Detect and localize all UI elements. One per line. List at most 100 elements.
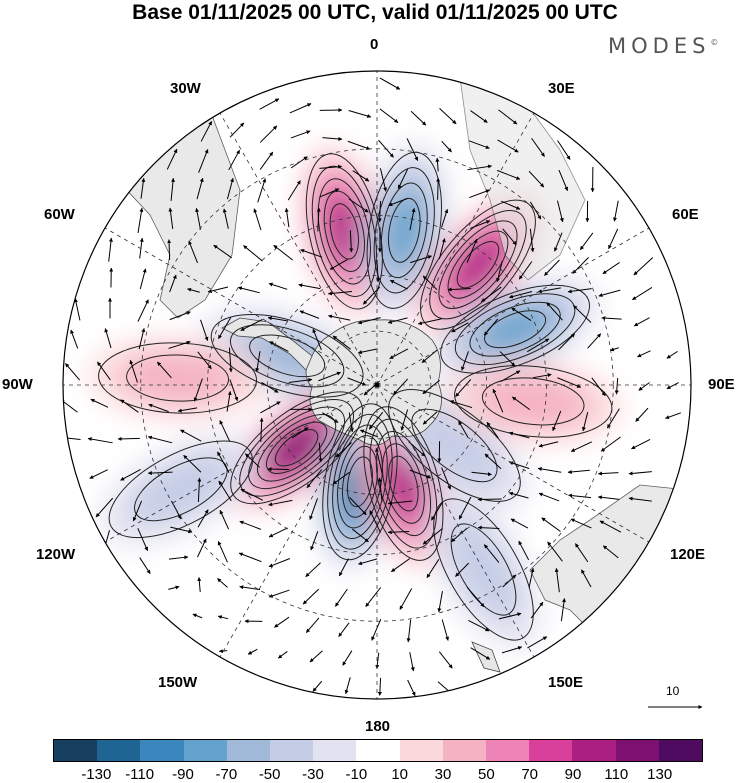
wind-vector: [63, 436, 81, 440]
wind-vector: [309, 498, 318, 520]
wind-vector: [207, 286, 229, 293]
wind-vector: [261, 382, 279, 393]
wind-vector: [511, 396, 531, 411]
lon-label-150w: 150W: [158, 674, 198, 691]
wind-vector: [635, 407, 649, 422]
wind-vector: [197, 477, 202, 503]
wind-vector: [498, 612, 522, 620]
contour-pacific-negative: [134, 457, 228, 522]
wind-vector: [388, 198, 408, 207]
wind-vector: [508, 431, 530, 439]
wind-vector: [441, 208, 449, 228]
wind-vector: [120, 468, 141, 481]
contour-indian-ocean-negative: [484, 310, 547, 349]
wind-vector: [148, 403, 169, 413]
wind-vector: [633, 317, 650, 327]
wind-vector: [169, 311, 191, 321]
wind-vector: [449, 400, 473, 409]
wind-vector: [240, 319, 263, 332]
wind-vector: [609, 347, 619, 352]
wind-vector: [287, 180, 301, 201]
colorbar-tick-label: 90: [564, 766, 582, 783]
wind-vector: [139, 268, 147, 290]
wind-vector: [312, 328, 322, 351]
wind-vector: [357, 348, 378, 355]
wind-vector: [552, 410, 562, 432]
contour-south-pacific-positive: [98, 342, 257, 414]
wind-vector: [502, 228, 517, 246]
wind-vector: [567, 469, 590, 474]
wind-vector: [291, 427, 309, 439]
wind-vector: [217, 541, 228, 563]
wind-vector: [447, 287, 471, 292]
wind-vector: [274, 616, 290, 628]
contour-south-pacific-positive: [126, 354, 230, 402]
latitude-circle: [140, 148, 614, 622]
wind-vector: [213, 244, 233, 259]
wind-vector: [200, 120, 213, 142]
wind-vectors: [63, 77, 681, 697]
contour-ross-sea-negative: [341, 445, 378, 518]
contour-southern-ocean-positive: [481, 377, 585, 426]
wind-vector: [377, 677, 382, 696]
wind-vector: [541, 517, 561, 532]
wind-vector: [422, 527, 443, 545]
wind-vector: [468, 140, 490, 149]
wind-vector: [632, 286, 653, 301]
wind-vector: [557, 140, 571, 160]
wind-vector: [222, 208, 229, 229]
wind-vector: [451, 322, 469, 333]
wind-vector: [169, 274, 177, 293]
wind-vector: [365, 587, 382, 608]
wind-vector: [532, 373, 552, 379]
wind-vector: [483, 544, 500, 563]
wind-vector: [319, 188, 340, 198]
wind-vector: [268, 282, 288, 290]
wind-vector: [188, 240, 199, 264]
colorbar-tick-label: 50: [477, 766, 495, 783]
wind-vector: [200, 319, 209, 342]
wind-vector: [244, 453, 260, 468]
wind-vector: [441, 467, 451, 490]
wind-vector: [90, 398, 109, 408]
wind-vector: [546, 302, 563, 321]
wind-vector: [469, 220, 491, 229]
wind-vector: [289, 103, 312, 114]
wind-vector: [267, 316, 289, 322]
wind-vector: [573, 305, 592, 323]
wind-vector: [277, 651, 288, 659]
wind-vector: [458, 496, 472, 520]
wind-vector: [166, 148, 178, 170]
wind-vector: [193, 378, 203, 402]
wind-vector: [239, 585, 261, 591]
wind-vector: [455, 562, 470, 577]
colorbar-swatch: [54, 740, 98, 761]
wind-vector: [601, 316, 622, 321]
wind-vector: [377, 200, 382, 223]
wind-vector: [197, 538, 207, 558]
wind-vector: [309, 650, 323, 663]
wind-vector: [226, 177, 234, 200]
wind-vector: [137, 299, 149, 322]
wind-vector: [511, 307, 532, 321]
wind-vector: [510, 518, 529, 529]
colorbar-swatch: [140, 740, 184, 761]
wind-vector: [547, 541, 563, 562]
wind-vector: [497, 139, 519, 153]
wind-vector: [422, 411, 438, 425]
contour-east-antarctic-negative: [411, 408, 498, 483]
wind-vector: [288, 377, 313, 383]
anomaly-contours: [98, 151, 613, 641]
wind-vector: [599, 520, 622, 533]
wind-vector: [217, 451, 230, 473]
wind-vector: [177, 407, 198, 413]
wind-vector: [349, 497, 367, 516]
wind-vector: [167, 239, 172, 260]
wind-vector: [560, 598, 566, 622]
wind-vector: [570, 518, 592, 529]
contour-atlantic-positive-ridge: [329, 203, 359, 260]
wind-vector: [579, 232, 594, 251]
wind-vector: [306, 469, 323, 489]
wind-vector: [310, 531, 319, 551]
